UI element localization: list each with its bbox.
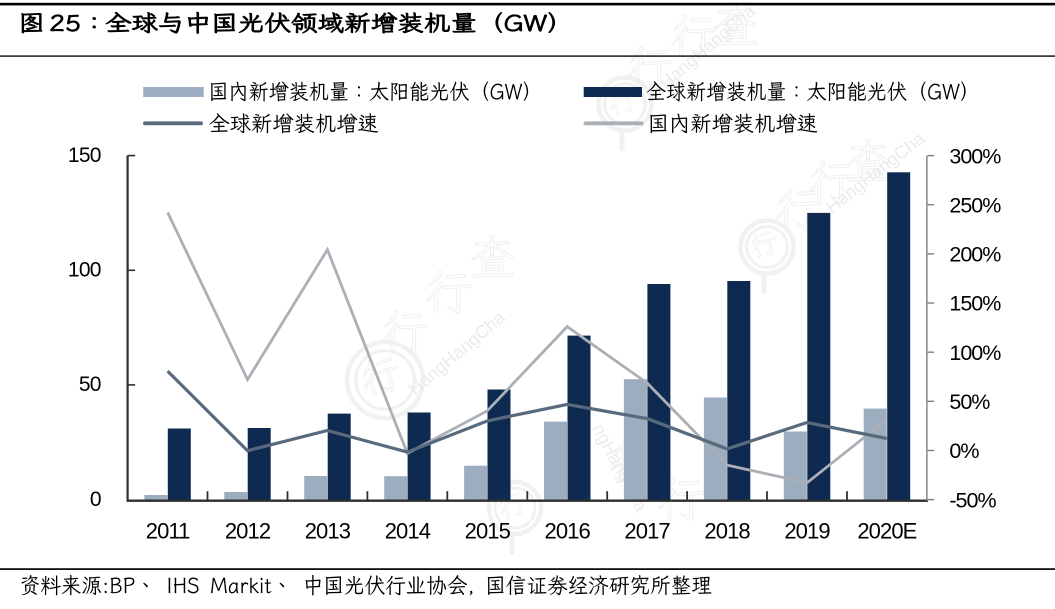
svg-text:2017: 2017 bbox=[624, 518, 670, 543]
svg-text:2014: 2014 bbox=[385, 518, 431, 543]
svg-text:2016: 2016 bbox=[545, 518, 591, 543]
svg-text:150: 150 bbox=[68, 144, 101, 167]
svg-text:2019: 2019 bbox=[784, 518, 830, 543]
svg-text:2015: 2015 bbox=[465, 518, 511, 543]
svg-text:200%: 200% bbox=[949, 243, 1001, 267]
svg-text:2020E: 2020E bbox=[857, 518, 916, 543]
svg-text:150%: 150% bbox=[949, 292, 1001, 316]
svg-text:0: 0 bbox=[90, 488, 101, 511]
svg-text:50: 50 bbox=[79, 373, 101, 396]
svg-text:0%: 0% bbox=[949, 439, 979, 463]
svg-text:50%: 50% bbox=[949, 390, 990, 414]
svg-text:2018: 2018 bbox=[704, 518, 750, 543]
svg-text:2012: 2012 bbox=[225, 518, 271, 543]
svg-text:-50%: -50% bbox=[949, 488, 996, 512]
svg-text:2013: 2013 bbox=[305, 518, 351, 543]
svg-text:300%: 300% bbox=[949, 144, 1001, 168]
svg-text:100%: 100% bbox=[949, 341, 1001, 365]
svg-text:100: 100 bbox=[68, 259, 101, 282]
svg-text:250%: 250% bbox=[949, 193, 1001, 217]
svg-text:2011: 2011 bbox=[146, 518, 190, 543]
